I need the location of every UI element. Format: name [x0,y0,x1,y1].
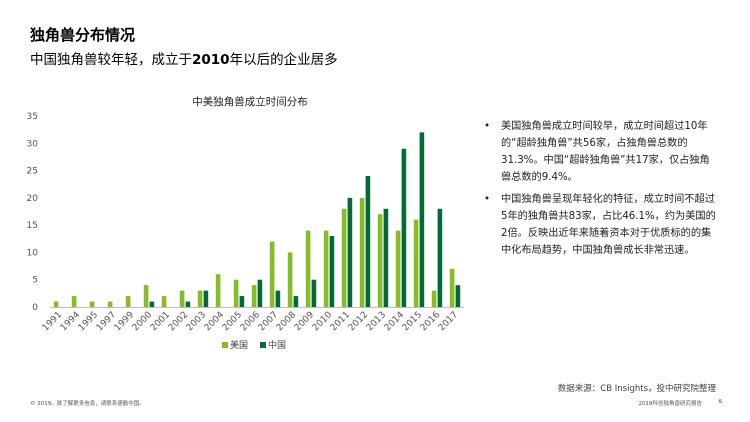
bar-cn-2005 [239,296,245,307]
bar-cn-2009 [311,279,317,307]
data-source: 数据来源：CB Insights，投中研究院整理 [557,384,716,394]
y-tick-label: 5 [32,276,38,286]
subtitle-suffix: 年以后的企业居多 [229,52,338,68]
x-tick-label: 2010 [311,310,334,333]
bar-us-2000 [143,285,149,307]
bar-cn-2008 [293,296,299,307]
bar-us-2012 [359,197,365,307]
bar-us-2004 [215,274,221,307]
bar-cn-2016 [437,208,443,307]
legend-label-cn: 中国 [268,339,286,351]
legend-swatch-cn [260,342,266,348]
x-tick-label: 1994 [59,310,82,333]
x-tick-label: 2007 [257,310,280,333]
x-tick-label: 2005 [221,310,244,333]
x-tick-label: 2001 [149,310,172,333]
bar-us-2013 [377,214,383,307]
bar-us-2011 [341,208,347,307]
subtitle-prefix: 中国独角兽较年轻，成立于 [30,52,192,68]
bullet: • [484,194,491,205]
x-tick-label: 2016 [419,310,442,333]
x-tick-label: 2013 [365,310,388,333]
x-tick-label: 1991 [41,310,64,333]
bullet: • [484,121,491,132]
x-tick-label: 1999 [113,310,136,333]
note-item: • 美国独角兽成立时间较早，成立时间超过10年的“超龄独角兽”共56家，占独角兽总… [484,118,716,186]
x-tick-label: 2003 [185,310,208,333]
chart-legend: 美国 中国 [222,339,286,351]
note-text: 中国独角兽呈现年轻化的特征，成立时间不超过5年的独角兽共83家，占比46.1%，… [501,194,716,256]
bar-cn-2002 [185,301,191,307]
bar-us-2014 [395,230,401,307]
bars [53,132,461,307]
x-tick-label: 2015 [401,310,424,333]
copyright: © 2019。欲了解更多信息，请联系德勤中国。 [30,401,145,407]
report-name: 2019科创独角兽研究报告 [638,401,703,407]
y-axis: 0 5 10 15 20 25 30 35 [27,112,39,313]
bar-cn-2007 [275,290,281,307]
bar-us-2016 [431,290,437,307]
chart-title: 中美独角兽成立时间分布 [192,96,308,108]
bar-us-2015 [413,219,419,307]
x-tick-label: 2004 [203,310,226,333]
bar-cn-2011 [347,197,353,307]
bar-cn-2012 [365,176,371,307]
y-tick-label: 30 [27,139,39,149]
bar-cn-2006 [257,279,263,307]
bar-us-1999 [125,296,131,307]
x-axis: 1991199419951997199920002001200220032004… [41,307,464,333]
bar-us-2005 [233,279,239,307]
x-tick-label: 2017 [437,310,460,333]
x-tick-label: 1997 [95,310,118,333]
y-tick-label: 15 [27,221,38,231]
bar-us-1995 [89,301,95,307]
bar-us-2002 [179,290,185,307]
x-tick-label: 2011 [329,310,352,333]
y-tick-label: 35 [27,112,38,122]
y-tick-label: 10 [27,248,39,258]
x-tick-label: 2002 [167,310,190,333]
y-tick-label: 20 [27,194,39,204]
x-tick-label: 2008 [275,310,298,333]
bar-us-2006 [251,285,257,307]
bar-us-2008 [287,252,293,307]
x-tick-label: 1995 [77,310,100,333]
page-number: 6 [718,399,723,405]
notes-list: • 美国独角兽成立时间较早，成立时间超过10年的“超龄独角兽”共56家，占独角兽总… [484,118,716,264]
bar-cn-2014 [401,148,407,307]
bar-us-1994 [71,296,77,307]
bar-us-2017 [449,268,455,307]
bar-us-2010 [323,230,329,307]
legend-swatch-us [222,342,228,348]
bar-us-2009 [305,230,311,307]
note-item: • 中国独角兽呈现年轻化的特征，成立时间不超过5年的独角兽共83家，占比46.1%… [484,191,716,259]
bar-cn-2000 [149,301,155,307]
bar-us-1991 [53,301,59,307]
x-tick-label: 2012 [347,310,370,333]
bar-cn-2013 [383,208,389,307]
y-tick-label: 0 [32,303,38,313]
page-title: 独角兽分布情况 [30,26,136,44]
y-tick-label: 25 [27,167,38,177]
bar-cn-2003 [203,290,209,307]
note-text: 美国独角兽成立时间较早，成立时间超过10年的“超龄独角兽”共56家，占独角兽总数… [501,121,710,183]
bar-cn-2010 [329,236,335,307]
bar-us-2001 [161,296,167,307]
legend-label-us: 美国 [230,339,248,351]
x-tick-label: 2014 [383,310,406,333]
bar-cn-2015 [419,132,425,307]
subtitle-year: 2010 [192,52,230,68]
bar-us-2007 [269,241,275,307]
x-tick-label: 2009 [293,310,316,333]
bar-us-1997 [107,301,113,307]
x-tick-label: 2000 [131,310,154,333]
bar-us-2003 [197,290,203,307]
page-subtitle: 中国独角兽较年轻，成立于2010年以后的企业居多 [30,48,338,68]
bar-cn-2017 [455,285,461,307]
x-tick-label: 2006 [239,310,262,333]
